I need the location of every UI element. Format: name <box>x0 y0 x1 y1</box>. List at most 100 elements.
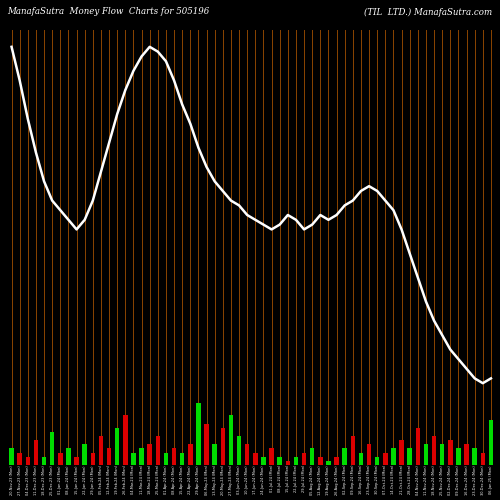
Bar <box>237 436 242 465</box>
Text: 14-Oct-24 (Mon): 14-Oct-24 (Mon) <box>392 465 396 494</box>
Bar <box>131 452 136 465</box>
Bar <box>50 432 54 465</box>
Bar <box>98 436 103 465</box>
Text: 11-Nov-24 (Mon): 11-Nov-24 (Mon) <box>424 465 428 495</box>
Bar <box>58 452 62 465</box>
Bar <box>310 448 314 465</box>
Bar <box>270 448 274 465</box>
Bar <box>180 452 184 465</box>
Text: ManafaSutra  Money Flow  Charts for 505196: ManafaSutra Money Flow Charts for 505196 <box>8 8 210 16</box>
Text: 04-Nov-24 (Mon): 04-Nov-24 (Mon) <box>416 465 420 495</box>
Text: 18-Mar-24 (Mon): 18-Mar-24 (Mon) <box>148 465 152 494</box>
Text: 29-Jan-24 (Mon): 29-Jan-24 (Mon) <box>91 465 95 494</box>
Text: 08-Apr-24 (Mon): 08-Apr-24 (Mon) <box>172 465 176 494</box>
Bar <box>375 456 380 465</box>
Text: 22-Apr-24 (Mon): 22-Apr-24 (Mon) <box>188 465 192 494</box>
Text: 17-Jun-24 (Mon): 17-Jun-24 (Mon) <box>254 465 258 494</box>
Bar <box>228 416 233 465</box>
Text: 02-Dec-24 (Mon): 02-Dec-24 (Mon) <box>448 465 452 495</box>
Text: 30-Dec-24 (Mon): 30-Dec-24 (Mon) <box>481 465 485 495</box>
Text: 04-Mar-24 (Mon): 04-Mar-24 (Mon) <box>132 465 136 494</box>
Text: 18-Dec-23 (Mon): 18-Dec-23 (Mon) <box>42 465 46 495</box>
Bar <box>74 456 79 465</box>
Bar <box>123 416 128 465</box>
Bar <box>367 444 372 465</box>
Bar <box>350 436 355 465</box>
Bar <box>164 452 168 465</box>
Bar <box>326 461 330 465</box>
Text: 19-Aug-24 (Mon): 19-Aug-24 (Mon) <box>326 465 330 494</box>
Bar <box>480 452 485 465</box>
Text: 08-Jul-24 (Mon): 08-Jul-24 (Mon) <box>278 465 281 492</box>
Bar <box>456 448 460 465</box>
Text: 27-Nov-23 (Mon): 27-Nov-23 (Mon) <box>18 465 21 495</box>
Text: 15-Jul-24 (Mon): 15-Jul-24 (Mon) <box>286 465 290 492</box>
Text: 02-Sep-24 (Mon): 02-Sep-24 (Mon) <box>342 465 346 494</box>
Bar <box>115 428 119 465</box>
Bar <box>10 448 14 465</box>
Text: 24-Jun-24 (Mon): 24-Jun-24 (Mon) <box>262 465 266 494</box>
Text: 16-Sep-24 (Mon): 16-Sep-24 (Mon) <box>359 465 363 494</box>
Bar <box>416 428 420 465</box>
Text: 05-Aug-24 (Mon): 05-Aug-24 (Mon) <box>310 465 314 494</box>
Bar <box>424 444 428 465</box>
Text: 28-Oct-24 (Mon): 28-Oct-24 (Mon) <box>408 465 412 494</box>
Bar <box>408 448 412 465</box>
Text: 25-Dec-23 (Mon): 25-Dec-23 (Mon) <box>50 465 54 495</box>
Text: 13-May-24 (Mon): 13-May-24 (Mon) <box>212 465 216 495</box>
Text: 25-Nov-24 (Mon): 25-Nov-24 (Mon) <box>440 465 444 495</box>
Bar <box>107 448 112 465</box>
Bar <box>188 444 192 465</box>
Text: 06-Jan-25 (Mon): 06-Jan-25 (Mon) <box>489 465 493 494</box>
Bar <box>172 448 176 465</box>
Text: 11-Mar-24 (Mon): 11-Mar-24 (Mon) <box>140 465 143 494</box>
Bar <box>42 456 46 465</box>
Text: 01-Apr-24 (Mon): 01-Apr-24 (Mon) <box>164 465 168 494</box>
Text: 08-Jan-24 (Mon): 08-Jan-24 (Mon) <box>66 465 70 494</box>
Bar <box>391 448 396 465</box>
Bar <box>34 440 38 465</box>
Text: 22-Jul-24 (Mon): 22-Jul-24 (Mon) <box>294 465 298 492</box>
Text: 25-Mar-24 (Mon): 25-Mar-24 (Mon) <box>156 465 160 494</box>
Bar <box>294 456 298 465</box>
Text: 07-Oct-24 (Mon): 07-Oct-24 (Mon) <box>384 465 388 494</box>
Bar <box>318 456 322 465</box>
Bar <box>464 444 469 465</box>
Bar <box>334 456 339 465</box>
Bar <box>432 436 436 465</box>
Bar <box>286 461 290 465</box>
Text: 29-Apr-24 (Mon): 29-Apr-24 (Mon) <box>196 465 200 494</box>
Text: 09-Dec-24 (Mon): 09-Dec-24 (Mon) <box>456 465 460 495</box>
Bar <box>156 436 160 465</box>
Text: 01-Jul-24 (Mon): 01-Jul-24 (Mon) <box>270 465 274 492</box>
Bar <box>148 444 152 465</box>
Text: 11-Dec-23 (Mon): 11-Dec-23 (Mon) <box>34 465 38 495</box>
Bar <box>220 428 225 465</box>
Text: 21-Oct-24 (Mon): 21-Oct-24 (Mon) <box>400 465 404 494</box>
Text: 01-Jan-24 (Mon): 01-Jan-24 (Mon) <box>58 465 62 494</box>
Text: 19-Feb-24 (Mon): 19-Feb-24 (Mon) <box>115 465 119 494</box>
Text: 06-May-24 (Mon): 06-May-24 (Mon) <box>204 465 208 495</box>
Text: 29-Jul-24 (Mon): 29-Jul-24 (Mon) <box>302 465 306 492</box>
Bar <box>204 424 209 465</box>
Text: 15-Jan-24 (Mon): 15-Jan-24 (Mon) <box>74 465 78 494</box>
Bar <box>261 456 266 465</box>
Text: 30-Sep-24 (Mon): 30-Sep-24 (Mon) <box>375 465 379 494</box>
Text: 15-Apr-24 (Mon): 15-Apr-24 (Mon) <box>180 465 184 494</box>
Bar <box>196 403 200 465</box>
Bar <box>383 452 388 465</box>
Bar <box>400 440 404 465</box>
Text: 04-Dec-23 (Mon): 04-Dec-23 (Mon) <box>26 465 30 495</box>
Text: 23-Dec-24 (Mon): 23-Dec-24 (Mon) <box>472 465 476 495</box>
Bar <box>18 452 22 465</box>
Bar <box>358 452 363 465</box>
Bar <box>278 456 282 465</box>
Bar <box>82 444 87 465</box>
Text: 26-Aug-24 (Mon): 26-Aug-24 (Mon) <box>334 465 338 494</box>
Bar <box>302 452 306 465</box>
Bar <box>212 444 217 465</box>
Text: 26-Feb-24 (Mon): 26-Feb-24 (Mon) <box>124 465 128 494</box>
Text: 20-May-24 (Mon): 20-May-24 (Mon) <box>221 465 225 495</box>
Text: 03-Jun-24 (Mon): 03-Jun-24 (Mon) <box>237 465 241 494</box>
Bar <box>488 420 493 465</box>
